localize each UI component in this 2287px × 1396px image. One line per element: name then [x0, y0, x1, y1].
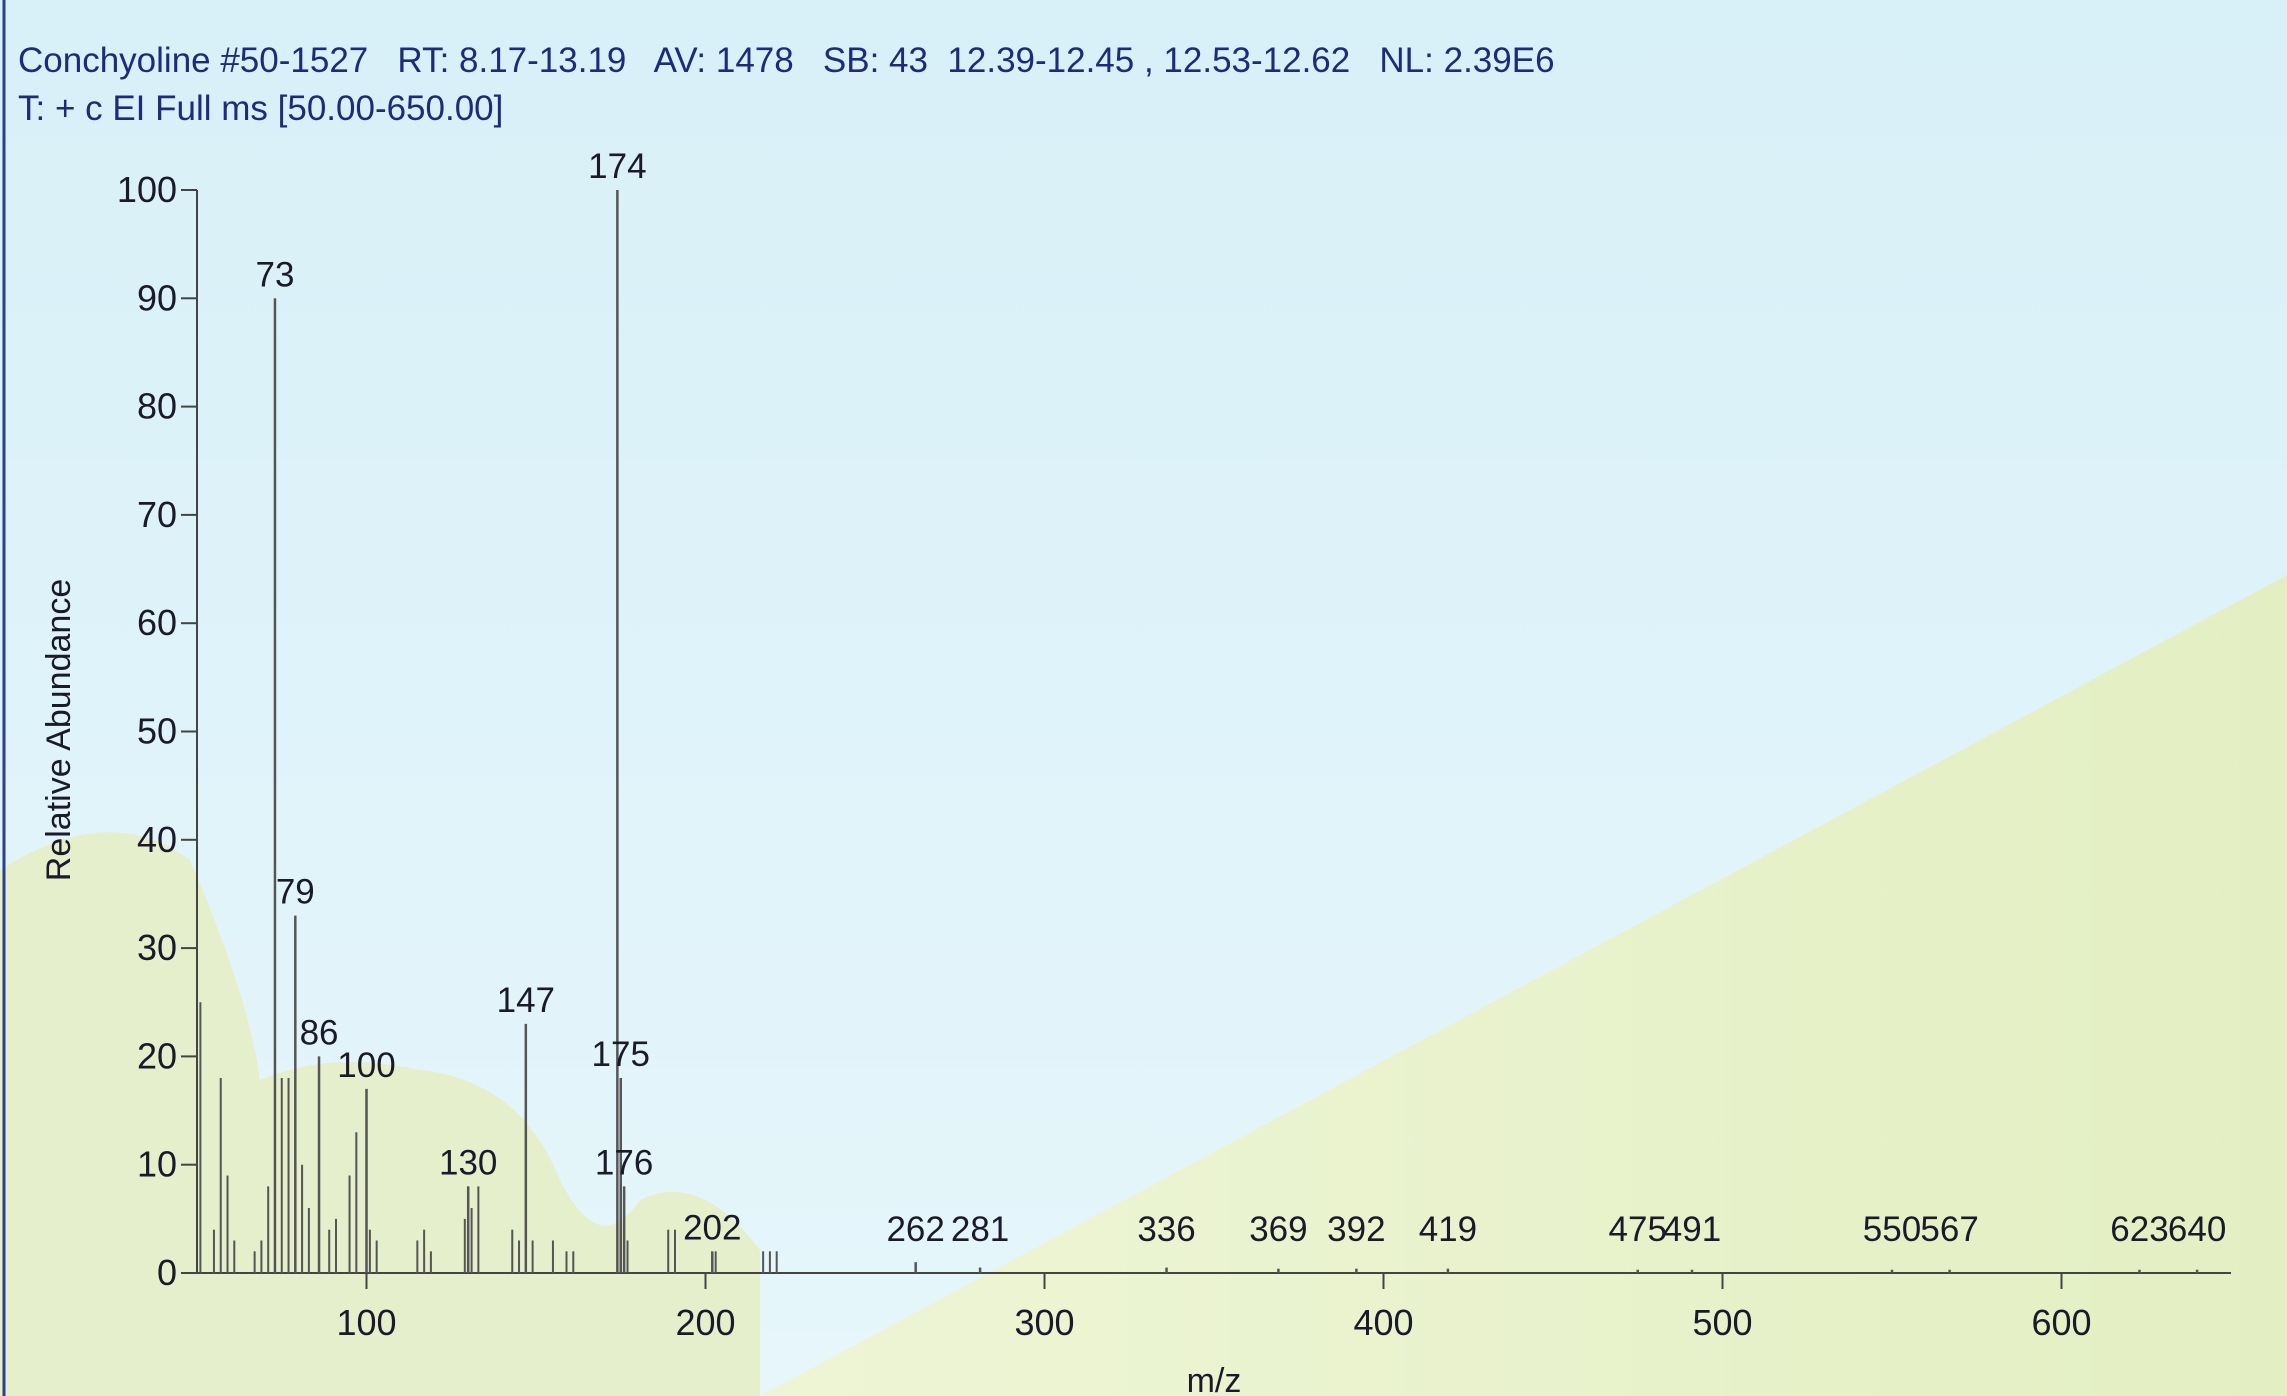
x-tick-label: 500: [1692, 1302, 1752, 1343]
peak-label: 202: [683, 1208, 741, 1247]
peak-label: 73: [256, 255, 295, 294]
peak-label: 623: [2110, 1210, 2168, 1249]
peak-label: 262: [886, 1210, 944, 1249]
x-tick-label: 400: [1353, 1302, 1413, 1343]
chart: Conchyoline #50-1527 RT: 8.17-13.19 AV: …: [0, 0, 2287, 1396]
page: {"chart_data": { "type": "spectrum", "ti…: [0, 0, 2287, 1396]
peak-label: 86: [300, 1013, 339, 1052]
peak-label: 174: [588, 147, 646, 186]
peak-label: 567: [1920, 1210, 1978, 1249]
peak-label: 100: [337, 1046, 395, 1085]
peak-label: 475: [1609, 1210, 1667, 1249]
y-tick-label: 90: [137, 277, 177, 318]
peak-label: 147: [497, 981, 555, 1020]
chart-title: Conchyoline #50-1527 RT: 8.17-13.19 AV: …: [18, 41, 1555, 80]
y-tick-label: 100: [117, 169, 177, 210]
y-tick-label: 40: [137, 819, 177, 860]
peak-label: 79: [276, 873, 315, 912]
chart-subtitle: T: + c EI Full ms [50.00-650.00]: [18, 89, 503, 128]
x-tick-label: 300: [1014, 1302, 1074, 1343]
peak-label: 281: [951, 1210, 1009, 1249]
peak-label: 419: [1419, 1210, 1477, 1249]
peak-label: 640: [2168, 1210, 2226, 1249]
y-tick-label: 60: [137, 602, 177, 643]
y-tick-label: 10: [137, 1144, 177, 1185]
y-tick-label: 50: [137, 711, 177, 752]
y-tick-label: 30: [137, 927, 177, 968]
peak-label: 491: [1663, 1210, 1721, 1249]
x-tick-label: 100: [336, 1302, 396, 1343]
x-tick-label: 200: [675, 1302, 735, 1343]
peak-label: 336: [1137, 1210, 1195, 1249]
peak-label: 130: [439, 1143, 497, 1182]
y-tick-label: 0: [157, 1252, 177, 1293]
peak-label: 369: [1249, 1210, 1307, 1249]
y-tick-label: 20: [137, 1035, 177, 1076]
peak-label: 176: [595, 1143, 653, 1182]
peak-label: 550: [1863, 1210, 1921, 1249]
x-axis-label: m/z: [1187, 1362, 1242, 1396]
peak-label: 175: [592, 1035, 650, 1074]
peak-label: 392: [1327, 1210, 1385, 1249]
y-axis-label: Relative Abundance: [40, 579, 78, 881]
x-tick-label: 600: [2031, 1302, 2091, 1343]
y-tick-label: 80: [137, 386, 177, 427]
y-tick-label: 70: [137, 494, 177, 535]
